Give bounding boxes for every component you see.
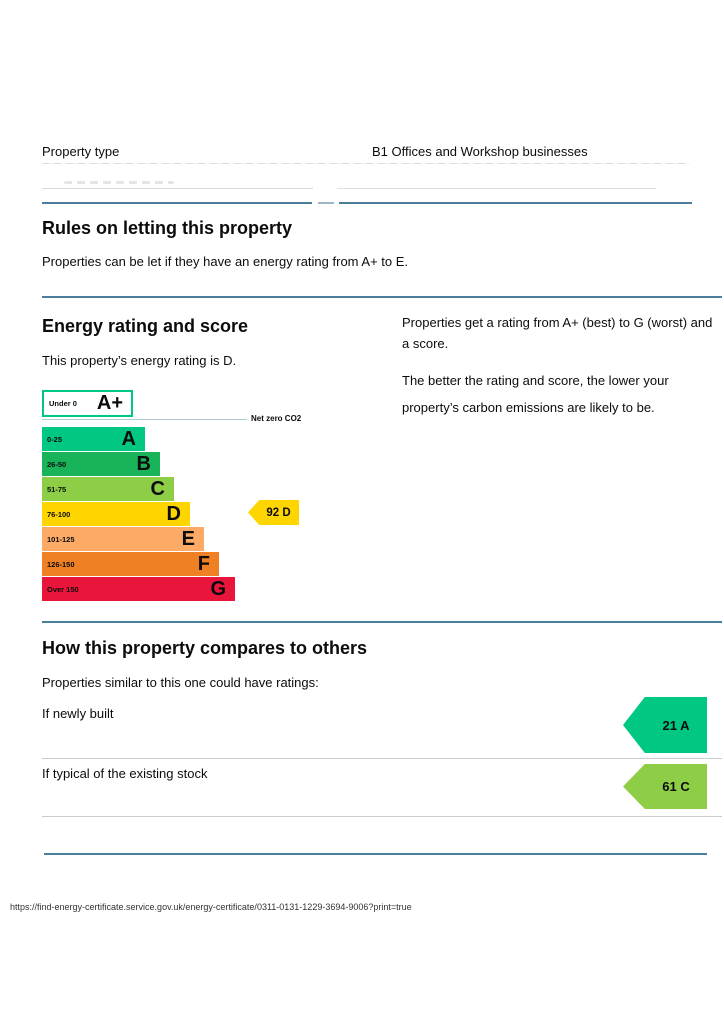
faded-text-artifact — [64, 181, 174, 184]
row-divider — [42, 758, 722, 759]
band-d-letter: D — [166, 503, 181, 525]
band-g-letter: G — [210, 578, 226, 600]
band-c-range: 51-75 — [47, 484, 67, 494]
faded-row-divider — [42, 188, 313, 189]
band-a-plus-letter: A+ — [96, 392, 123, 414]
band-b-range: 26-50 — [47, 459, 67, 469]
band-e-range: 101-125 — [47, 534, 75, 544]
compare-rating-arrow: 61 C — [623, 764, 707, 809]
section-divider — [339, 202, 692, 204]
compare-rating-value: 21 A — [662, 717, 690, 733]
band-b: 26-50 B — [42, 452, 160, 476]
rating-explanation: Properties get a rating from A+ (best) t… — [402, 312, 714, 421]
compare-heading: How this property compares to others — [42, 638, 368, 658]
band-g-range: Over 150 — [47, 584, 79, 594]
band-a: 0-25 A — [42, 427, 145, 451]
net-zero-line — [42, 419, 247, 420]
section-divider — [42, 296, 722, 298]
current-rating-text: This property’s energy rating is D. — [42, 353, 237, 368]
rating-explanation-para-2: The better the rating and score, the low… — [402, 373, 669, 415]
band-a-plus-range: Under 0 — [49, 399, 77, 408]
rating-explanation-para-1: Properties get a rating from A+ (best) t… — [402, 315, 713, 351]
row-divider — [42, 163, 690, 164]
energy-rating-heading: Energy rating and score — [42, 316, 249, 336]
current-score-label: 92 D — [266, 506, 291, 519]
compare-rating-arrow: 21 A — [623, 697, 707, 753]
band-e-letter: E — [181, 528, 195, 550]
band-a-plus: Under 0 A+ — [42, 390, 133, 417]
row-divider — [42, 816, 722, 817]
property-type-label: Property type — [42, 144, 120, 159]
rules-body: Properties can be let if they have an en… — [42, 254, 409, 269]
band-f: 126-150 F — [42, 552, 219, 576]
band-a-letter: A — [121, 428, 136, 450]
section-divider — [42, 621, 722, 623]
property-type-value: B1 Offices and Workshop businesses — [372, 144, 588, 159]
band-a-range: 0-25 — [47, 434, 63, 444]
section-divider-dash — [318, 202, 334, 204]
compare-row-label: If typical of the existing stock — [42, 766, 208, 781]
compare-rating-value: 61 C — [662, 779, 690, 794]
compare-row-label: If newly built — [42, 706, 114, 721]
current-score-marker: 92 D — [248, 500, 299, 525]
section-divider — [44, 853, 707, 855]
band-g: Over 150 G — [42, 577, 235, 601]
band-d: 76-100 D — [42, 502, 190, 526]
epc-band-chart: 0-25 A 26-50 B 51-75 C 76-100 D 101-125 … — [42, 427, 235, 602]
section-divider — [42, 202, 312, 204]
net-zero-label: Net zero CO2 — [251, 414, 302, 423]
band-c: 51-75 C — [42, 477, 174, 501]
band-c-letter: C — [150, 478, 165, 500]
faded-row-divider — [337, 188, 656, 189]
print-footer-url: https://find-energy-certificate.service.… — [10, 902, 412, 912]
band-f-range: 126-150 — [47, 559, 75, 569]
rules-heading: Rules on letting this property — [42, 218, 293, 238]
band-d-range: 76-100 — [47, 509, 71, 519]
band-f-letter: F — [197, 553, 210, 575]
band-b-letter: B — [136, 453, 151, 475]
band-e: 101-125 E — [42, 527, 204, 551]
compare-intro: Properties similar to this one could hav… — [42, 675, 319, 690]
